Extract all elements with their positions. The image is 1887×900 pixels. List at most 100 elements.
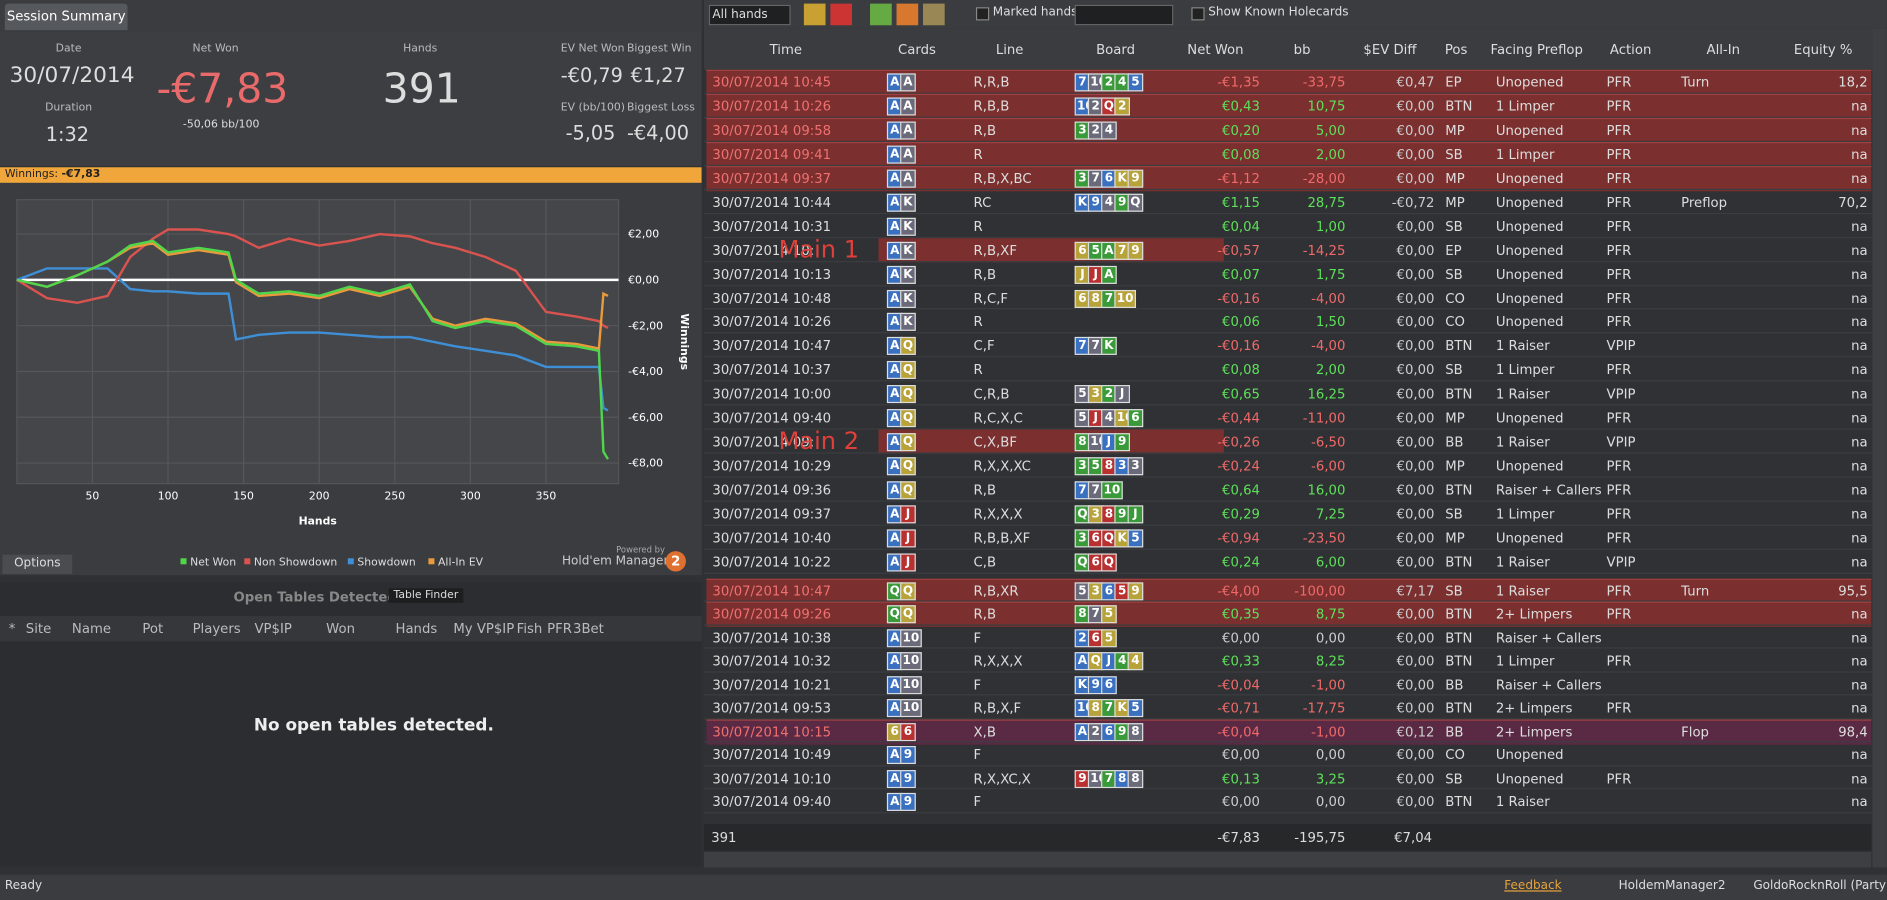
card: 9	[1127, 582, 1144, 601]
feedback-link[interactable]: Feedback	[1504, 879, 1562, 893]
label: Biggest Loss	[626, 102, 695, 115]
card: A	[900, 169, 916, 188]
facing: Unopened	[1495, 267, 1564, 283]
card: Q	[1127, 193, 1144, 212]
card: A	[886, 385, 903, 404]
ev_diff: €0,00	[1396, 530, 1435, 547]
net_won: -€0,16	[1217, 338, 1260, 354]
equity: na	[1851, 700, 1868, 716]
column-header: Action	[1609, 42, 1652, 58]
card: K	[900, 193, 916, 212]
column-header: Pot	[142, 620, 164, 637]
ev_diff: €0,00	[1396, 267, 1435, 283]
card: 5	[1074, 385, 1091, 404]
facing: 2+ Limpers	[1495, 724, 1573, 740]
icon[interactable]	[830, 3, 853, 26]
bb: -17,75	[1302, 700, 1346, 716]
action: PFR	[1606, 218, 1632, 235]
line: C,F	[973, 338, 995, 354]
card: 5	[1127, 529, 1144, 548]
label: Duration	[45, 102, 93, 115]
time: 30/07/2014 10:48	[712, 291, 832, 307]
column-header: My VP$IP	[453, 620, 515, 637]
button[interactable]: Table Finder	[388, 588, 464, 603]
icon[interactable]	[870, 3, 892, 26]
checkbox[interactable]	[975, 7, 990, 21]
winnings-bar: Winnings: -€7,83	[0, 167, 702, 183]
card: Q	[900, 457, 916, 476]
bb: -4,00	[1311, 291, 1346, 307]
brand-logo: 2	[665, 551, 686, 572]
row-separator	[703, 92, 1873, 94]
facing: Raiser + Callers	[1495, 482, 1602, 499]
scrollbar[interactable]	[1872, 28, 1887, 868]
totals	[703, 824, 1872, 851]
row-separator	[703, 476, 1873, 478]
value: -€0,79	[560, 63, 623, 87]
ev_diff: €0,00	[1396, 122, 1435, 139]
column-header: Cards	[898, 42, 936, 58]
column-header: Won	[326, 620, 355, 637]
card: Q	[900, 605, 916, 624]
action: PFR	[1606, 653, 1632, 669]
card: 10	[1114, 289, 1136, 309]
bb: 2,00	[1315, 362, 1346, 378]
bb: -1,00	[1311, 677, 1346, 694]
column-header: bb	[1293, 42, 1311, 58]
label: Net Won	[192, 43, 239, 56]
ev_diff: €0,00	[1396, 146, 1435, 163]
label: Hands	[403, 43, 438, 56]
row-separator	[703, 741, 1873, 743]
row-highlight	[878, 429, 1224, 454]
icon[interactable]	[923, 3, 945, 26]
card: 5	[1101, 629, 1117, 648]
facing: 1 Limper	[1495, 506, 1555, 523]
row-highlight	[878, 238, 1224, 263]
card: 9	[1127, 241, 1144, 260]
row-separator	[703, 647, 1873, 649]
line: R,B	[973, 267, 997, 283]
facing: Unopened	[1495, 771, 1564, 787]
facing: Unopened	[1495, 74, 1564, 91]
chart: €2,00 €0,00 -€2,00 -€4,00 -€6,00 -€8,00 50 100 1…	[16, 199, 691, 569]
options-button[interactable]: Options	[2, 554, 73, 574]
card: A	[900, 97, 916, 116]
tab[interactable]: Session Summary	[4, 3, 128, 31]
net_won: €0,64	[1222, 482, 1260, 499]
column-header: Line	[995, 42, 1024, 58]
bb: 28,75	[1307, 194, 1346, 211]
dropdown[interactable]	[1074, 4, 1174, 26]
filter-dropdown[interactable]: All hands	[708, 4, 791, 26]
equity: na	[1851, 314, 1868, 330]
card: 10	[1101, 481, 1123, 500]
label: Biggest Win	[626, 43, 692, 56]
powered-by: Powered by	[616, 545, 665, 555]
facing: Unopened	[1495, 530, 1564, 547]
checkbox[interactable]	[1191, 7, 1205, 21]
legend-swatch	[244, 558, 251, 565]
ev_diff: €0,47	[1396, 74, 1435, 91]
scrollbar[interactable]	[703, 851, 1872, 868]
ev_diff: €0,00	[1396, 482, 1435, 499]
card: J	[1087, 265, 1104, 284]
row-separator	[703, 285, 1873, 287]
card: 3	[1074, 529, 1091, 548]
row-separator	[703, 694, 1873, 696]
legend-swatch	[180, 558, 187, 565]
y-tick-label: -€2,00	[628, 319, 663, 332]
brand: Hold'em Manager	[561, 554, 669, 568]
action: PFR	[1606, 482, 1632, 499]
time: 30/07/2014 10:49	[712, 747, 832, 763]
icon[interactable]	[896, 3, 919, 26]
card: 8	[1127, 770, 1144, 789]
bb: -33,75	[1302, 74, 1346, 91]
icon[interactable]	[803, 3, 826, 26]
user: GoldoRocknRoll (PartyPo	[1753, 879, 1887, 893]
pos: SB	[1445, 362, 1463, 378]
time: 30/07/2014 10:45	[712, 74, 832, 91]
ev_diff: €0,00	[1396, 410, 1435, 426]
card: 8	[1127, 723, 1144, 742]
card: Q	[900, 409, 916, 428]
label: Show Known Holecards	[1208, 6, 1349, 20]
action: PFR	[1606, 506, 1632, 523]
